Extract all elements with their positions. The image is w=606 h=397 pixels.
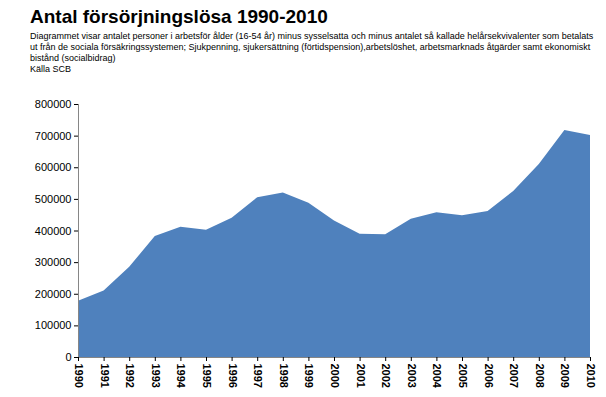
svg-text:2003: 2003 xyxy=(406,364,418,388)
svg-text:0: 0 xyxy=(65,351,71,363)
svg-text:2010: 2010 xyxy=(585,364,597,388)
svg-text:2004: 2004 xyxy=(431,364,443,389)
svg-text:1992: 1992 xyxy=(124,364,136,388)
svg-text:1997: 1997 xyxy=(252,364,264,388)
svg-text:300000: 300000 xyxy=(35,256,72,268)
svg-text:2002: 2002 xyxy=(380,364,392,388)
svg-text:1995: 1995 xyxy=(201,364,213,388)
svg-text:1993: 1993 xyxy=(150,364,162,388)
svg-text:200000: 200000 xyxy=(35,288,72,300)
svg-text:400000: 400000 xyxy=(35,225,72,237)
svg-text:800000: 800000 xyxy=(35,98,72,110)
svg-text:2008: 2008 xyxy=(534,364,546,388)
svg-text:700000: 700000 xyxy=(35,130,72,142)
svg-text:600000: 600000 xyxy=(35,161,72,173)
svg-text:2009: 2009 xyxy=(559,364,571,388)
svg-text:1996: 1996 xyxy=(227,364,239,388)
svg-text:1999: 1999 xyxy=(303,364,315,388)
svg-text:2007: 2007 xyxy=(508,364,520,388)
svg-text:2000: 2000 xyxy=(329,364,341,388)
svg-text:2001: 2001 xyxy=(355,364,367,388)
svg-text:100000: 100000 xyxy=(35,319,72,331)
html-text:Antal försörjningslösa 1990-20: Antal försörjningslösa 1990-2010 xyxy=(30,6,328,27)
svg-text:1998: 1998 xyxy=(278,364,290,388)
svg-text:1991: 1991 xyxy=(99,364,111,388)
html-text:Diagrammet visar antalet perso: Diagrammet visar antalet personer i arbe… xyxy=(30,31,594,63)
svg-text:1990: 1990 xyxy=(73,364,85,388)
html-text:Källa SCB: Källa SCB xyxy=(30,64,71,74)
svg-text:500000: 500000 xyxy=(35,193,72,205)
svg-text:2005: 2005 xyxy=(457,364,469,388)
svg-text:1994: 1994 xyxy=(175,364,187,389)
svg-text:2006: 2006 xyxy=(483,364,495,388)
